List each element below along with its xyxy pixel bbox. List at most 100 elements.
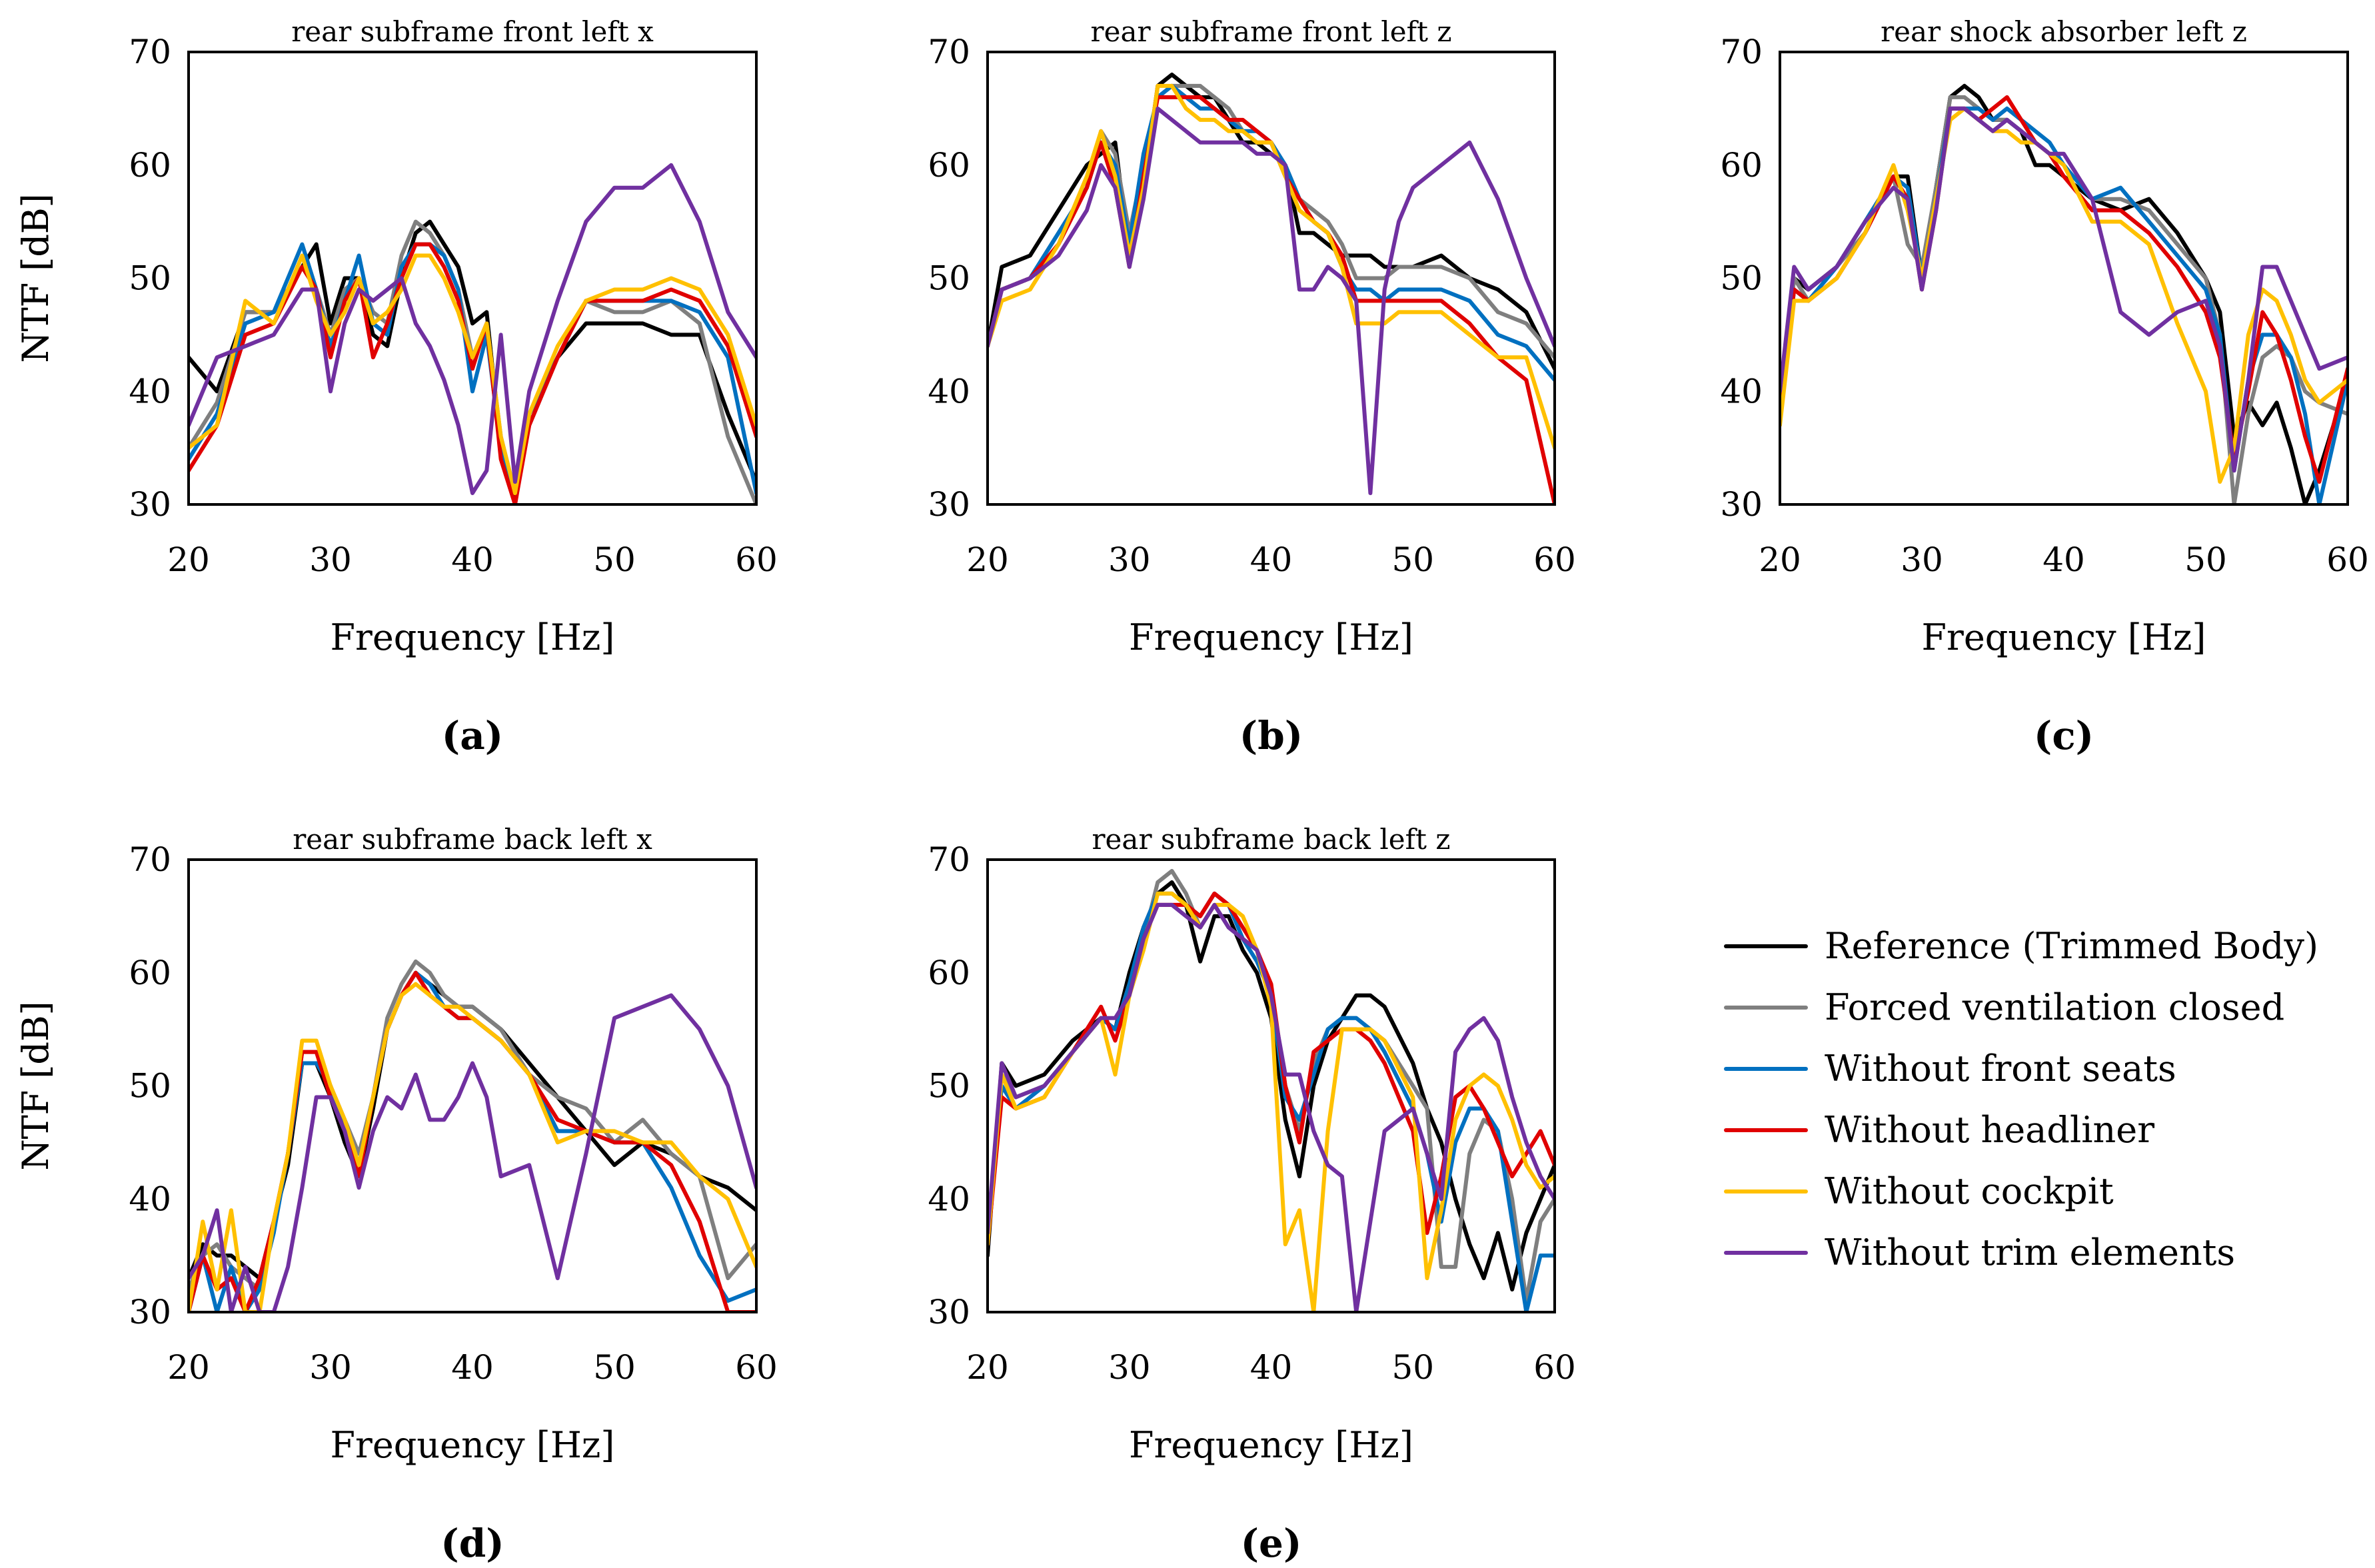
x-axis-label: Frequency [Hz] [1129, 1424, 1413, 1466]
y-tick-label: 40 [928, 1179, 970, 1218]
x-tick-label: 20 [1759, 540, 1801, 579]
series-line-5 [189, 982, 756, 1312]
series-line-6 [189, 993, 756, 1312]
x-axis-label: Frequency [Hz] [331, 1424, 615, 1466]
x-tick-label: 50 [593, 540, 636, 579]
series-line-4 [189, 242, 756, 504]
y-axis-label: NTF [dB] [15, 193, 57, 363]
plot-frame [187, 51, 758, 506]
x-tick-label: 60 [735, 1348, 778, 1387]
x-tick-label: 30 [309, 540, 352, 579]
x-tick-label: 40 [451, 1348, 494, 1387]
chart-title: rear subframe back left z [1092, 823, 1450, 856]
series-line-4 [988, 891, 1555, 1247]
x-tick-label: 40 [1250, 1348, 1293, 1387]
chart-panel-1: rear subframe front left x 20 30 40 50 60 30 40… [15, 15, 778, 758]
series-line-2 [988, 83, 1555, 360]
x-tick-label: 50 [2184, 540, 2227, 579]
y-tick-label: 30 [928, 485, 970, 524]
x-tick-label: 30 [1901, 540, 1943, 579]
y-axis-label: NTF [dB] [15, 193, 57, 363]
series-line-2 [1780, 95, 2348, 504]
y-tick-label: 30 [1720, 485, 1763, 524]
panel-label: (b) [1239, 713, 1303, 758]
series-line-6 [988, 902, 1555, 1312]
x-tick-label: 30 [1108, 1348, 1151, 1387]
x-tick-label: 20 [167, 1348, 210, 1387]
panel-label: (d) [440, 1521, 504, 1566]
x-tick-label: 30 [1108, 540, 1151, 579]
y-tick-label: 70 [928, 33, 970, 71]
legend-label-trim-elements: Without trim elements [1825, 1231, 2235, 1273]
chart-panel-2: rear subframe front left z 20 30 40 50 60 30 40… [15, 15, 1576, 758]
y-tick-label: 60 [129, 954, 171, 992]
x-tick-label: 40 [2042, 540, 2085, 579]
panel-label: (c) [2034, 713, 2094, 758]
y-tick-label: 40 [129, 372, 171, 410]
y-tick-label: 30 [129, 1293, 171, 1331]
plot-frame [1779, 51, 2349, 506]
x-tick-label: 50 [593, 1348, 636, 1387]
y-axis-label: NTF [dB] [15, 1001, 57, 1170]
chart-panel-5: rear subframe back left z 20 30 40 50 60 30 40 5… [15, 823, 1576, 1566]
chart-panel-4: rear subframe back left x 20 30 40 50 60 30 40 5… [15, 823, 778, 1566]
y-tick-label: 50 [129, 259, 171, 298]
series-line-6 [988, 106, 1555, 495]
legend: Reference (Trimmed Body) Forced ventilat… [1724, 925, 2318, 1273]
y-tick-label: 40 [1720, 372, 1763, 410]
x-tick-label: 20 [167, 540, 210, 579]
x-tick-label: 60 [1533, 1348, 1576, 1387]
series-group [1780, 83, 2348, 504]
y-tick-label: 70 [129, 840, 171, 879]
chart-title: rear subframe back left x [293, 823, 652, 856]
y-tick-label: 40 [129, 1179, 171, 1218]
series-line-5 [189, 253, 756, 495]
series-line-5 [988, 891, 1555, 1312]
series-line-3 [988, 891, 1555, 1312]
chart-title: rear subframe front left x [291, 15, 654, 48]
panel-label: (a) [442, 713, 503, 758]
series-group [988, 869, 1555, 1312]
series-line-4 [988, 95, 1555, 504]
chart-title: rear shock absorber left z [1881, 15, 2247, 48]
legend-label-reference: Reference (Trimmed Body) [1825, 925, 2318, 967]
y-tick-label: 50 [928, 259, 970, 298]
x-tick-label: 20 [966, 540, 1009, 579]
y-tick-label: 50 [928, 1067, 970, 1106]
x-tick-label: 40 [451, 540, 494, 579]
chart-panels: rear subframe front left x 20 30 40 50 60 30 40… [15, 15, 2369, 1566]
y-axis-label: NTF [dB] [15, 193, 57, 363]
series-line-6 [189, 163, 756, 495]
legend-label-forced-ventilation: Forced ventilation closed [1825, 986, 2284, 1028]
chart-panel-3: rear shock absorber left z 20 30 40 50 60 30 40… [15, 15, 2369, 758]
x-tick-label: 60 [2326, 540, 2369, 579]
y-tick-label: 60 [928, 146, 970, 185]
x-axis-label: Frequency [Hz] [1922, 616, 2206, 658]
legend-label-headliner: Without headliner [1825, 1109, 2154, 1151]
y-tick-label: 60 [1720, 146, 1763, 185]
legend-label-front-seats: Without front seats [1825, 1048, 2176, 1090]
x-tick-label: 60 [735, 540, 778, 579]
y-tick-label: 40 [928, 372, 970, 410]
series-group [189, 959, 756, 1312]
series-line-6 [1780, 106, 2348, 473]
y-tick-label: 60 [928, 954, 970, 992]
y-tick-label: 50 [129, 1067, 171, 1106]
y-tick-label: 30 [928, 1293, 970, 1331]
x-axis-label: Frequency [Hz] [1129, 616, 1413, 658]
series-group [189, 163, 756, 504]
y-tick-label: 70 [129, 33, 171, 71]
plot-frame [986, 51, 1556, 506]
y-tick-label: 30 [129, 485, 171, 524]
y-axis-label: NTF [dB] [15, 1001, 57, 1170]
x-axis-label: Frequency [Hz] [331, 616, 615, 658]
chart-title: rear subframe front left z [1091, 15, 1452, 48]
y-tick-label: 70 [1720, 33, 1763, 71]
y-tick-label: 60 [129, 146, 171, 185]
plot-frame [187, 858, 758, 1313]
x-tick-label: 40 [1250, 540, 1293, 579]
x-tick-label: 20 [966, 1348, 1009, 1387]
series-line-4 [189, 970, 756, 1312]
x-tick-label: 50 [1391, 1348, 1434, 1387]
x-tick-label: 30 [309, 1348, 352, 1387]
